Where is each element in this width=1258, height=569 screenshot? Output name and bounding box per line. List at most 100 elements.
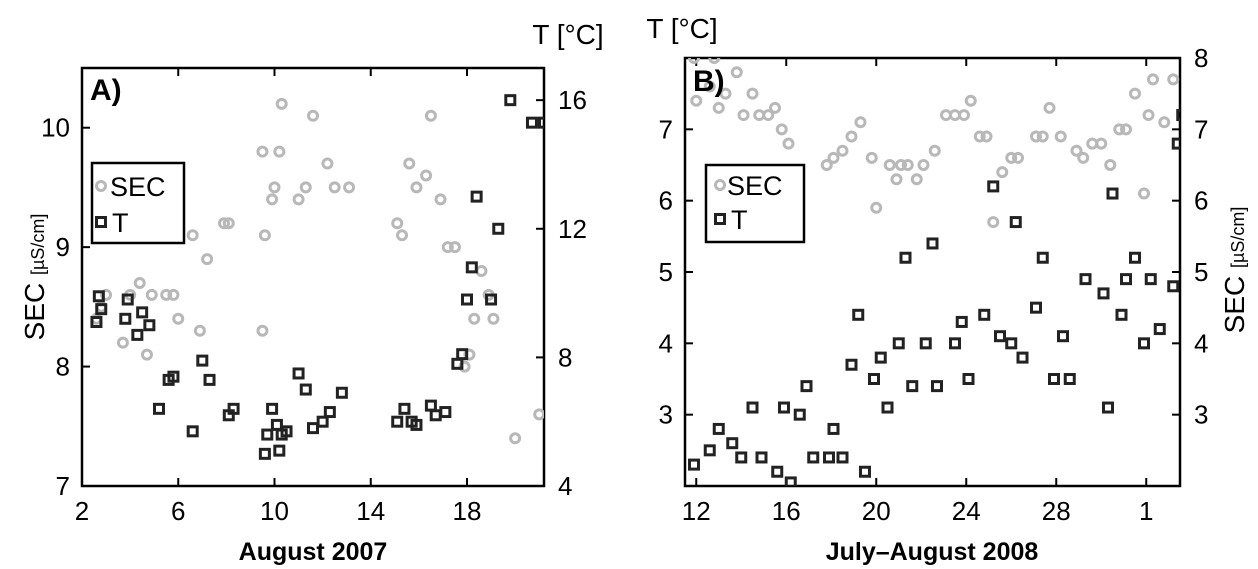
sec-point-a: [268, 181, 281, 194]
sec-point-a: [328, 181, 341, 194]
t-point-b: [712, 422, 725, 435]
sec-point-a: [410, 181, 423, 194]
t-point-b: [1167, 280, 1180, 293]
sec-point-b: [1043, 101, 1056, 114]
sec-point-a: [116, 336, 129, 349]
t-point-b: [1009, 216, 1022, 229]
x-axis-title-b: July–August 2008: [826, 538, 1039, 566]
y-axis-title-left-b: T [°C]: [646, 13, 717, 44]
sec-point-a: [475, 265, 488, 278]
t-point-a: [167, 370, 180, 383]
t-point-a: [316, 415, 329, 428]
sec-point-b: [708, 58, 721, 64]
sec-point-a: [167, 288, 180, 301]
t-point-b: [926, 237, 939, 250]
t-point-b: [899, 251, 912, 264]
t-point-a: [398, 402, 411, 415]
sec-point-b: [775, 123, 788, 136]
sec-point-a: [458, 360, 471, 373]
sec-point-b: [895, 159, 907, 171]
legend-a: SEC T: [90, 161, 186, 245]
t-point-b: [807, 451, 820, 464]
t-point-a: [429, 409, 442, 422]
t-point-a: [258, 447, 271, 460]
t-point-b: [1097, 287, 1110, 300]
y-left-tick-label-b: 6: [659, 186, 673, 216]
legend-t-marker-b: [714, 213, 726, 225]
sec-point-b: [996, 166, 1009, 179]
y-axis-title-left-a-name: SEC: [19, 283, 50, 341]
t-point-b: [800, 380, 813, 393]
t-point-b: [1063, 373, 1076, 385]
sec-point-b: [712, 101, 725, 114]
t-point-b: [1115, 308, 1128, 321]
sec-point-a: [273, 145, 286, 158]
sec-point-b: [1113, 123, 1126, 136]
t-point-a: [461, 293, 473, 306]
t-point-b: [836, 451, 849, 464]
t-point-b: [703, 444, 716, 457]
t-point-b: [881, 401, 894, 414]
t-point-b: [1106, 187, 1119, 200]
t-point-a: [273, 444, 286, 457]
y-left-tick-label-b: 7: [659, 114, 673, 144]
y-left-tick-label-a: 7: [56, 471, 70, 501]
sec-point-b: [917, 159, 930, 171]
sec-point-b: [1095, 137, 1108, 150]
sec-point-b: [890, 173, 903, 186]
t-point-b: [746, 401, 759, 414]
y-right-tick-label-a: 16: [558, 85, 587, 115]
t-point-b: [1036, 251, 1049, 264]
plot-frame-a: [80, 66, 546, 488]
sec-point-b: [1120, 123, 1132, 136]
y-axis-title-right-b-name: SEC: [1219, 276, 1250, 334]
x-tick-label-b: 20: [862, 496, 891, 526]
y-left-tick-label-a: 9: [56, 232, 70, 262]
sec-point-a: [420, 169, 433, 182]
t-point-a: [439, 406, 452, 419]
t-point-b: [755, 451, 768, 464]
t-point-a: [451, 357, 464, 370]
x-tick-label-b: 16: [772, 496, 801, 526]
sec-point-a: [468, 312, 481, 325]
sec-point-a: [160, 288, 173, 301]
sec-point-b: [820, 159, 833, 171]
y-axis-title-right-a: T [°C]: [532, 19, 603, 50]
t-point-b: [1016, 351, 1029, 364]
tick-labels-b: 12 16 20 24 28 1 3 4 5 6 7 3 4 5 6 7 8: [659, 43, 1209, 526]
legend-box-b: [704, 163, 806, 244]
t-point-b: [906, 380, 919, 393]
sec-point-a: [100, 288, 113, 301]
legend-box-a: [90, 161, 186, 245]
sec-point-a: [463, 348, 476, 361]
t-point-b: [852, 308, 865, 321]
sec-point-a: [140, 348, 153, 361]
sec-point-a: [172, 312, 185, 325]
y-axis-title-left-a: SEC [µS/cm]: [19, 214, 50, 341]
plot-frame-b: [683, 56, 1182, 488]
t-point-b: [962, 373, 975, 385]
t-point-b: [845, 358, 858, 371]
t-point-b: [955, 315, 968, 328]
t-point-a: [323, 406, 336, 419]
t-point-a: [456, 348, 469, 361]
y-right-tick-label-a: 4: [558, 471, 572, 501]
sec-point-b: [958, 109, 970, 122]
tick-labels-a: 2 6 10 14 18 7 8 9 10 4 8 12 16: [41, 85, 587, 526]
x-tick-label-a: 6: [171, 496, 185, 526]
sec-point-b: [1054, 130, 1067, 143]
legend-sec-label-a: SEC: [110, 172, 166, 202]
t-point-a: [465, 261, 478, 274]
y-right-tick-label-b: 5: [1194, 257, 1208, 287]
y-right-tick-label-b: 8: [1194, 43, 1208, 73]
panel-a: 2 6 10 14 18 7 8 9 10 4 8 12 16 A) SEC T SEC [µS/cm]…: [19, 19, 604, 566]
sec-point-b: [782, 137, 795, 150]
t-point-a: [227, 402, 240, 415]
sec-point-a: [343, 181, 356, 194]
t-point-a: [492, 222, 505, 235]
sec-point-a: [266, 193, 279, 206]
t-point-a: [90, 316, 103, 329]
sec-point-b: [719, 87, 732, 100]
sec-point-b: [1167, 73, 1180, 86]
